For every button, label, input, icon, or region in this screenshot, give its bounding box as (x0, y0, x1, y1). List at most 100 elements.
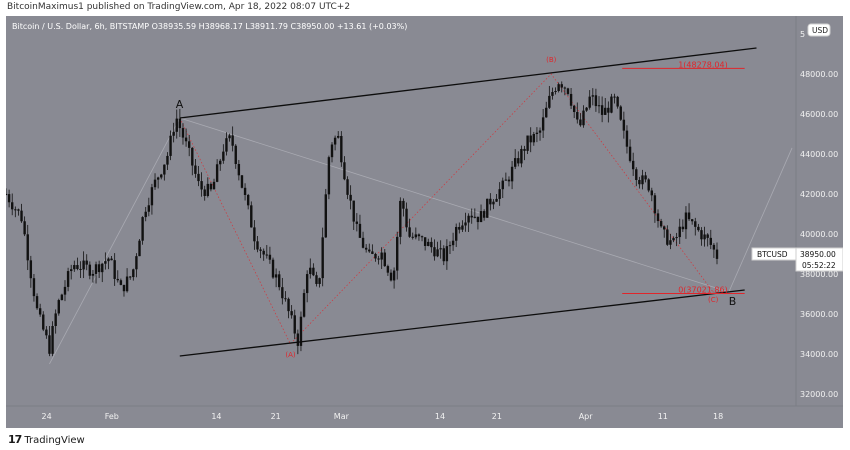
wave-label: A (176, 98, 184, 111)
candle-body (411, 236, 414, 238)
currency-badge[interactable] (807, 23, 831, 37)
candle-body (82, 260, 85, 270)
candle-body (45, 329, 48, 336)
x-tick-label: 14 (435, 412, 445, 421)
y-tick-label-top: 5 (800, 30, 805, 39)
candle-body (305, 274, 309, 294)
candle-body (240, 175, 244, 188)
candle-body (476, 216, 480, 223)
candle-body (473, 216, 477, 218)
candle-body (51, 326, 54, 354)
candle-body (364, 247, 368, 250)
tradingview-logo[interactable]: 17 TradingView (8, 433, 85, 446)
candle-body (700, 230, 703, 240)
candle-body (467, 215, 470, 223)
candle-body (29, 260, 33, 279)
candle-body (340, 135, 343, 163)
candle-body (638, 179, 641, 185)
candle-body (212, 181, 216, 190)
candle-body (352, 200, 355, 222)
y-tick-label: 44000.00 (800, 150, 838, 159)
candle-body (368, 249, 371, 252)
candle-body (402, 200, 405, 209)
candle-body (703, 234, 706, 240)
candle-body (57, 300, 60, 314)
candle-body (427, 241, 430, 246)
candle-body (324, 194, 327, 238)
candle-body (225, 138, 228, 152)
candle-body (600, 105, 604, 115)
candle-body (576, 112, 579, 120)
candle-body (641, 175, 644, 185)
last-price-label: 38950.00 (800, 250, 836, 259)
candle-body (234, 145, 237, 164)
candle-body (405, 208, 408, 228)
candle-body (622, 119, 626, 131)
candle-body (116, 278, 119, 281)
candle-body (644, 175, 647, 180)
candle-body (560, 84, 563, 88)
channel-upper-line[interactable] (179, 47, 757, 119)
candle-body (582, 110, 585, 126)
x-tick-label: 18 (713, 412, 723, 421)
candle-body (163, 164, 166, 175)
candle-body (458, 226, 461, 230)
candle-body (309, 267, 312, 275)
candle-body (73, 265, 76, 270)
candle-body (526, 135, 529, 151)
candle-body (160, 174, 163, 178)
candle-body (563, 87, 567, 89)
candle-body (141, 217, 144, 241)
candle-body (414, 234, 418, 238)
candle-body (585, 107, 588, 111)
candle-body (439, 248, 442, 250)
candle-body (287, 298, 290, 312)
candle-body (690, 219, 694, 222)
candle-body (371, 251, 374, 254)
x-tick-label: 21 (492, 412, 502, 421)
y-tick-label: 48000.00 (800, 70, 838, 79)
chart-frame[interactable]: 32000.00 34000.00 36000.00 38000.00 40000.00… (6, 16, 843, 428)
candle-body (591, 95, 595, 97)
candle-body (48, 335, 51, 354)
candle-body (380, 252, 383, 260)
candle-body (408, 227, 411, 237)
candle-body (386, 266, 390, 273)
candle-body (532, 133, 536, 143)
candle-body (60, 294, 64, 301)
candle-body (156, 177, 160, 180)
subwave-label: (A) (285, 351, 296, 359)
candle-body (517, 158, 520, 164)
candle-body (262, 250, 265, 255)
candle-body (489, 198, 492, 205)
candle-body (172, 131, 175, 136)
candle-body (203, 189, 206, 196)
candle-body (656, 213, 660, 222)
candle-body (17, 209, 20, 211)
channel-lower-line[interactable] (179, 289, 745, 357)
candle-body (672, 238, 675, 241)
candle-body (647, 179, 650, 191)
candle-body (187, 141, 191, 148)
candle-body (299, 316, 303, 346)
candle-body (35, 296, 39, 309)
publisher-text: BitcoinMaximus1 published on TradingView… (7, 2, 351, 12)
candle-body (147, 205, 151, 212)
candle-body (523, 148, 526, 151)
candle-body (274, 274, 278, 278)
candle-body (91, 273, 95, 276)
candle-body (237, 163, 241, 176)
candle-body (430, 241, 433, 248)
candle-body (684, 212, 688, 230)
candle-body (687, 212, 691, 220)
candle-body (175, 118, 178, 132)
y-tick-label: 46000.00 (800, 110, 838, 119)
chart-plot[interactable]: 32000.00 34000.00 36000.00 38000.00 40000.00… (6, 16, 843, 428)
candle-body (495, 198, 498, 202)
candle-body (557, 84, 560, 91)
candle-body (669, 240, 672, 245)
candle-body (315, 275, 318, 284)
candle-body (42, 314, 45, 330)
candle-body (482, 211, 486, 218)
candle-body (389, 272, 393, 281)
